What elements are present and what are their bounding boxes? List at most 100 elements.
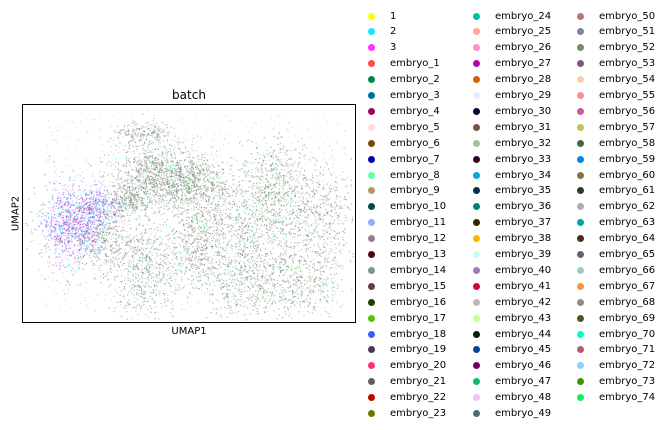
legend-label: embryo_46 — [495, 360, 552, 372]
legend-item: embryo_13 — [368, 247, 446, 263]
legend-item: embryo_58 — [577, 135, 655, 151]
legend-label: embryo_45 — [495, 344, 552, 356]
legend-marker — [473, 123, 480, 131]
legend-item: embryo_41 — [473, 278, 551, 294]
legend-item: embryo_62 — [577, 199, 655, 215]
legend-marker — [577, 44, 584, 52]
legend-marker — [368, 378, 375, 386]
legend-item: embryo_43 — [473, 310, 551, 326]
legend-label: embryo_36 — [495, 201, 552, 213]
legend-marker — [577, 139, 584, 147]
legend-marker — [577, 251, 584, 258]
legend-marker — [577, 12, 584, 20]
legend-label: embryo_42 — [495, 296, 552, 308]
legend-label: embryo_58 — [599, 137, 656, 149]
legend-label: embryo_62 — [599, 201, 656, 213]
legend-item: embryo_16 — [368, 294, 446, 310]
legend-marker — [577, 155, 584, 163]
legend-label: 2 — [390, 26, 397, 38]
legend-label: embryo_63 — [599, 217, 656, 229]
legend-marker — [473, 219, 480, 227]
legend-label: embryo_70 — [599, 328, 656, 340]
legend-marker — [473, 139, 480, 147]
legend-label: embryo_5 — [390, 121, 440, 133]
legend-marker — [577, 298, 584, 306]
legend-label: embryo_40 — [495, 264, 552, 276]
legend-item: embryo_4 — [368, 103, 440, 119]
legend-item: embryo_73 — [577, 374, 655, 390]
legend-label: embryo_27 — [495, 58, 552, 70]
legend-marker — [368, 298, 375, 306]
legend-marker — [473, 330, 480, 338]
legend-marker — [368, 330, 375, 338]
legend-marker — [577, 60, 584, 68]
legend-item: embryo_65 — [577, 247, 655, 263]
legend-label: embryo_64 — [599, 233, 656, 245]
legend-label: embryo_23 — [390, 408, 447, 419]
legend-item: 2 — [368, 24, 396, 40]
legend-item: embryo_70 — [577, 326, 655, 342]
y-axis-label: UMAP2 — [10, 195, 22, 232]
legend-marker — [577, 171, 584, 179]
legend-label: embryo_28 — [495, 74, 552, 86]
legend-item: embryo_64 — [577, 231, 655, 247]
legend-item: embryo_66 — [577, 262, 655, 278]
legend-marker — [473, 266, 480, 274]
legend-item: embryo_28 — [473, 72, 551, 88]
legend-marker — [577, 266, 584, 274]
legend-marker — [368, 12, 375, 20]
legend-label: embryo_22 — [390, 392, 447, 404]
legend-item: embryo_27 — [473, 56, 551, 72]
legend-marker — [577, 378, 584, 386]
legend-item: embryo_33 — [473, 151, 551, 167]
legend-label: embryo_10 — [390, 201, 447, 213]
legend-marker — [473, 362, 480, 370]
legend: 1 2 3 embryo_1 embryo_2 embryo_3 embryo_4 embry… — [368, 8, 666, 428]
legend-label: embryo_73 — [599, 376, 656, 388]
legend-item: embryo_57 — [577, 119, 655, 135]
legend-label: embryo_24 — [495, 10, 552, 22]
legend-item: embryo_1 — [368, 56, 440, 72]
legend-item: embryo_25 — [473, 24, 551, 40]
legend-item: embryo_40 — [473, 262, 551, 278]
legend-item: embryo_60 — [577, 167, 655, 183]
legend-item: embryo_48 — [473, 390, 551, 406]
legend-marker — [577, 235, 584, 243]
legend-item: embryo_3 — [368, 88, 440, 104]
legend-item: embryo_72 — [577, 358, 655, 374]
legend-marker — [577, 282, 584, 290]
legend-marker — [577, 107, 584, 115]
legend-marker — [473, 171, 480, 179]
legend-label: embryo_53 — [599, 58, 656, 70]
legend-label: embryo_66 — [599, 264, 656, 276]
legend-marker — [577, 219, 584, 227]
legend-label: embryo_60 — [599, 169, 656, 181]
legend-label: embryo_7 — [390, 153, 440, 165]
legend-label: embryo_2 — [390, 74, 440, 86]
legend-marker — [577, 203, 584, 211]
legend-item: embryo_51 — [577, 24, 655, 40]
legend-marker — [368, 139, 375, 147]
legend-item: embryo_21 — [368, 374, 446, 390]
legend-marker — [368, 107, 375, 115]
legend-marker — [473, 155, 480, 163]
legend-label: embryo_32 — [495, 137, 552, 149]
legend-label: embryo_9 — [390, 185, 440, 197]
legend-label: embryo_54 — [599, 74, 656, 86]
legend-item: embryo_54 — [577, 72, 655, 88]
legend-item: embryo_20 — [368, 358, 446, 374]
legend-item: embryo_29 — [473, 88, 551, 104]
legend-marker — [577, 362, 584, 370]
legend-label: embryo_44 — [495, 328, 552, 340]
legend-label: embryo_13 — [390, 249, 447, 260]
umap-scatter — [25, 110, 354, 321]
legend-label: embryo_17 — [390, 312, 447, 324]
legend-marker — [473, 346, 480, 354]
legend-item: embryo_18 — [368, 326, 446, 342]
legend-label: embryo_33 — [495, 153, 552, 165]
legend-marker — [368, 187, 375, 195]
legend-marker — [473, 92, 480, 99]
legend-label: embryo_29 — [495, 90, 552, 101]
legend-item: embryo_56 — [577, 103, 655, 119]
legend-marker — [473, 107, 480, 115]
